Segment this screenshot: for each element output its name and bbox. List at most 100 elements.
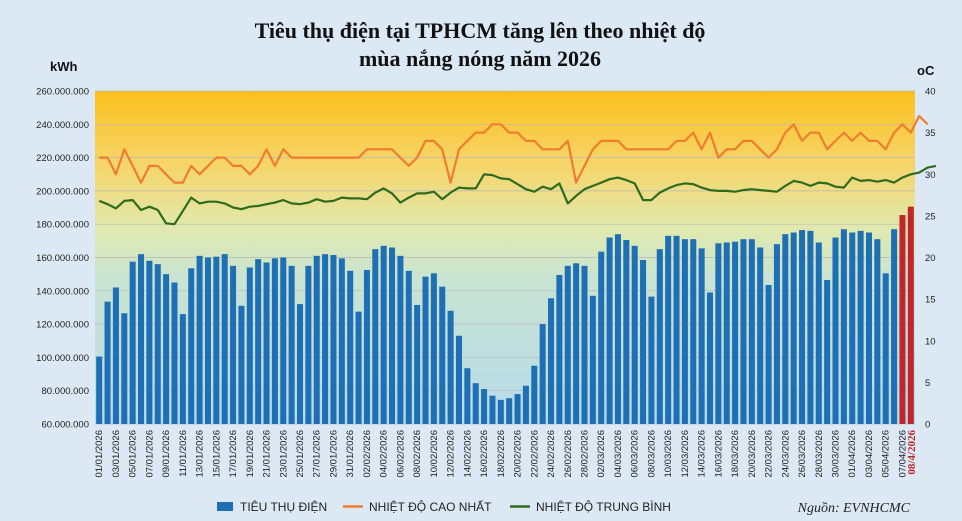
bar	[656, 249, 663, 424]
bar	[447, 310, 454, 424]
bar	[556, 274, 563, 424]
x-tick-label: 22/02/2026	[529, 430, 540, 478]
chart-title-line1: Tiêu thụ điện tại TPHCM tăng lên theo nh…	[255, 18, 706, 43]
bar	[263, 262, 270, 424]
y-right-tick-label: 15	[925, 295, 936, 306]
x-tick-label: 15/01/2026	[211, 430, 222, 478]
left-axis-ticks: 60.000.000 80.000.000 100.000.000 120.000.0…	[36, 87, 89, 431]
legend: TIÊU THỤ ĐIỆN NHIỆT ĐỘ CAO NHẤT NHIỆT ĐỘ T…	[217, 499, 671, 514]
y-left-tick-label: 160.000.000	[36, 253, 89, 264]
avg-temp-line	[98, 164, 937, 226]
bar	[815, 242, 822, 424]
bar	[531, 365, 538, 424]
x-tick-label: 18/03/2026	[730, 430, 741, 478]
bar	[355, 311, 362, 424]
x-tick-label: 12/02/2026	[446, 430, 457, 478]
chart-title-line2: mùa nắng nóng năm 2026	[359, 46, 601, 71]
bar	[405, 270, 412, 424]
x-tick-label: 04/03/2026	[613, 430, 624, 478]
y-left-tick-label: 240.000.000	[36, 120, 89, 131]
x-tick-label: 01/04/2026	[847, 430, 858, 478]
x-tick-label: 02/03/2026	[596, 430, 607, 478]
x-tick-label: 16/02/2026	[479, 430, 490, 478]
x-tick-label: 20/02/2026	[513, 430, 524, 478]
x-tick-label: 02/02/2026	[362, 430, 373, 478]
bar	[430, 273, 437, 424]
bar	[606, 237, 613, 424]
x-axis-ticks: 01/01/2026 03/01/2026 05/01/2026 07/01/2026…	[94, 430, 918, 478]
bar	[715, 243, 722, 424]
bar	[171, 282, 178, 424]
bar	[221, 254, 228, 424]
bar	[614, 234, 621, 424]
bar	[288, 265, 295, 424]
x-tick-label: 26/03/2026	[797, 430, 808, 478]
bar	[631, 245, 638, 424]
bar	[129, 261, 136, 424]
x-tick-label: 17/01/2026	[228, 430, 239, 478]
bar	[564, 265, 571, 424]
bar	[163, 274, 170, 424]
y-right-tick-label: 0	[925, 420, 930, 431]
y-left-tick-label: 60.000.000	[41, 420, 89, 431]
bar	[790, 232, 797, 424]
bar	[891, 229, 898, 424]
legend-label-max-temp: NHIỆT ĐỘ CAO NHẤT	[369, 499, 492, 514]
y-right-tick-label: 35	[925, 128, 936, 139]
x-tick-label: 25/01/2026	[295, 430, 306, 478]
bar	[598, 251, 605, 424]
bar	[271, 258, 278, 424]
bar	[865, 232, 872, 424]
bar	[748, 239, 755, 424]
x-tick-label: 14/03/2026	[697, 430, 708, 478]
x-tick-label: 07/04/2026	[897, 430, 908, 478]
bar	[121, 313, 128, 424]
bar	[681, 239, 688, 424]
bar	[824, 279, 831, 424]
legend-swatch-bars	[217, 502, 233, 511]
x-tick-label: 05/01/2026	[128, 430, 139, 478]
bar	[899, 215, 906, 424]
bar	[389, 247, 396, 424]
bar	[464, 368, 471, 424]
bar	[481, 389, 488, 424]
x-tick-label: 11/01/2026	[178, 430, 189, 477]
bar	[422, 276, 429, 424]
x-tick-label: 26/02/2026	[563, 430, 574, 478]
bar	[648, 296, 655, 424]
bar	[807, 230, 814, 424]
bar	[146, 260, 153, 424]
x-tick-label: 06/02/2026	[395, 430, 406, 478]
y-right-tick-label: 5	[925, 378, 930, 389]
bar	[506, 398, 513, 424]
x-tick-label: 10/02/2026	[429, 430, 440, 478]
bar	[188, 268, 195, 424]
x-tick-label: 12/03/2026	[680, 430, 691, 478]
x-tick-label: 22/03/2026	[764, 430, 775, 478]
y-right-tick-label: 40	[925, 87, 936, 98]
bar	[765, 284, 772, 424]
x-tick-label: 28/02/2026	[580, 430, 591, 478]
bar	[799, 230, 806, 424]
x-tick-label: 07/01/2026	[144, 430, 155, 478]
bar	[255, 259, 262, 424]
bar	[832, 237, 839, 424]
bar	[414, 304, 421, 424]
x-tick-label: 30/03/2026	[831, 430, 842, 478]
bar	[296, 304, 304, 424]
bar	[380, 245, 387, 424]
y-right-tick-label: 10	[925, 336, 936, 347]
x-tick-label: 24/03/2026	[780, 430, 791, 478]
x-tick-label: 01/01/2026	[94, 430, 105, 478]
bar	[96, 356, 103, 424]
x-tick-label: 19/01/2026	[245, 430, 256, 478]
y-left-tick-label: 200.000.000	[36, 186, 89, 197]
bar	[640, 259, 647, 424]
x-tick-label: 18/02/2026	[496, 430, 507, 478]
highlight-date-label: 08/4/2026	[906, 430, 918, 475]
bar	[372, 249, 379, 424]
bar	[246, 267, 253, 424]
bar	[849, 232, 856, 424]
bar	[589, 295, 596, 424]
source-note: Nguồn: EVNHCMC	[797, 501, 911, 516]
